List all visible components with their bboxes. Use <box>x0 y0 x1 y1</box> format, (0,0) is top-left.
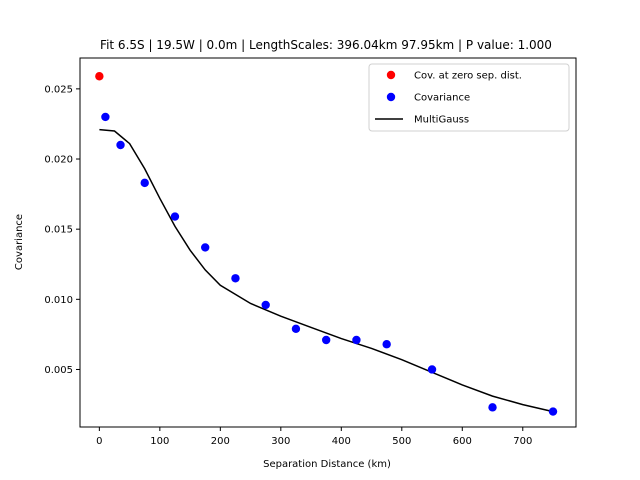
legend-box <box>368 63 570 132</box>
y-tick-label: 0.020 <box>44 155 73 166</box>
y-tick-label: 0.005 <box>44 365 73 376</box>
data-point-covariance <box>427 365 437 374</box>
data-point-covariance <box>231 274 240 283</box>
data-point-covariance <box>116 140 125 150</box>
x-tick-label: 400 <box>332 436 351 447</box>
legend-label-covariance: Covariance <box>414 93 470 104</box>
x-tick-label: 0 <box>96 436 102 447</box>
data-point-covariance <box>548 407 558 416</box>
series-line-multigauss <box>99 128 554 413</box>
x-tick-label: 200 <box>211 436 230 447</box>
x-tick-label: 500 <box>392 436 411 447</box>
data-point-covariance <box>321 335 331 345</box>
x-axis-label: Separation Distance (km) <box>263 459 391 470</box>
x-tick-label: 700 <box>513 436 532 447</box>
chart-marks <box>95 72 558 416</box>
data-point-covariance <box>201 243 210 252</box>
x-axis: 0 100 200 300 400 500 600 700 <box>96 427 532 447</box>
data-point-covariance <box>261 300 270 310</box>
y-tick-label: 0.015 <box>44 225 73 236</box>
data-point-covariance <box>488 403 497 412</box>
y-axis: 0.005 0.010 0.015 0.020 0.025 <box>44 84 80 376</box>
legend: Cov. at zero sep. dist. Covariance MultiGa… <box>368 63 570 132</box>
legend-label-multigauss: MultiGauss <box>414 115 469 126</box>
x-tick-label: 100 <box>150 436 169 447</box>
data-point-covariance <box>101 112 110 122</box>
legend-swatch-cov-at-zero-sep-dist <box>386 70 396 80</box>
data-point-covariance <box>352 335 361 345</box>
x-tick-label: 300 <box>271 436 290 447</box>
y-tick-label: 0.025 <box>44 84 73 95</box>
data-point-covariance <box>291 324 301 333</box>
x-tick-label: 600 <box>453 436 472 447</box>
legend-label-cov-at-zero-sep-dist: Cov. at zero sep. dist. <box>414 71 522 82</box>
data-point-covariance <box>140 178 149 188</box>
legend-swatch-covariance <box>386 92 396 102</box>
plot-area-frame <box>79 57 577 428</box>
data-point-covariance <box>382 340 391 349</box>
data-point-cov-at-zero-sep-dist <box>95 72 104 81</box>
chart-title: Fit 6.5S | 19.5W | 0.0m | LengthScales: … <box>100 38 552 52</box>
data-point-covariance <box>170 212 180 221</box>
y-axis-label: Covariance <box>14 214 25 270</box>
y-tick-label: 0.010 <box>44 295 73 306</box>
